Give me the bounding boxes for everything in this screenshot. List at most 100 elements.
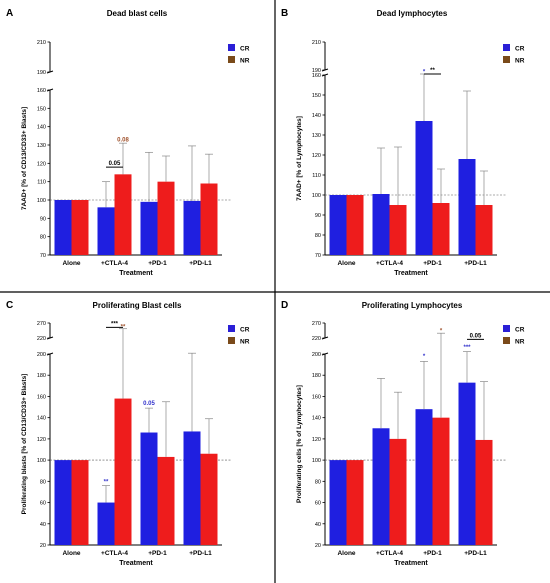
legend-label-nr: NR bbox=[515, 58, 525, 65]
significance-label: * bbox=[440, 329, 443, 335]
y-tick-label: 270 bbox=[37, 321, 46, 327]
y-tick-label: 190 bbox=[312, 68, 321, 74]
y-tick-label: 150 bbox=[37, 106, 46, 112]
y-tick-label: 20 bbox=[315, 543, 321, 549]
x-axis-label: Treatment bbox=[394, 270, 428, 277]
chart-title: Proliferating Blast cells bbox=[93, 301, 182, 310]
y-tick-label: 220 bbox=[37, 336, 46, 342]
legend-label-cr: CR bbox=[240, 327, 250, 334]
y-tick-label: 120 bbox=[312, 437, 321, 443]
significance-label: * bbox=[423, 70, 426, 76]
bar-cr-pd1 bbox=[140, 432, 158, 545]
legend-swatch-nr bbox=[503, 56, 510, 63]
y-tick-label: 100 bbox=[312, 193, 321, 199]
y-tick-label: 140 bbox=[37, 125, 46, 131]
y-tick-label: 80 bbox=[315, 479, 321, 485]
x-tick-label: Alone bbox=[337, 550, 355, 557]
significance-label: * bbox=[423, 354, 426, 360]
bar-cr-alone bbox=[329, 195, 347, 255]
x-tick-label: Alone bbox=[62, 550, 80, 557]
x-tick-label: +PD-1 bbox=[423, 260, 442, 267]
y-axis-label: Proliferating cells [% of Lymphocytes] bbox=[296, 385, 303, 503]
y-tick-label: 220 bbox=[312, 336, 321, 342]
y-axis-label: 7AAD+ [% of CD13/CD33+ Blasts] bbox=[21, 107, 28, 210]
y-tick-label: 90 bbox=[315, 213, 321, 219]
y-tick-label: 20 bbox=[40, 543, 46, 549]
chart-panel-b: B Dead lymphocytes 70 80 90 100 110 120 130 140 15… bbox=[281, 8, 525, 277]
significance-label: 0.05 bbox=[470, 333, 482, 339]
significance-label: ** bbox=[430, 68, 435, 74]
x-tick-label: +PD-1 bbox=[148, 550, 167, 557]
bar-nr-ctla4 bbox=[389, 438, 407, 545]
x-tick-label: +CTLA-4 bbox=[376, 550, 403, 557]
bar-nr-alone bbox=[71, 460, 89, 545]
significance-label: 0.08 bbox=[117, 137, 129, 143]
y-tick-label: 210 bbox=[312, 40, 321, 46]
significance-label: *** bbox=[463, 345, 471, 351]
y-tick-label: 110 bbox=[37, 180, 46, 186]
y-tick-label: 190 bbox=[37, 70, 46, 76]
bar-nr-ctla4 bbox=[114, 398, 132, 545]
panel-letter: A bbox=[6, 8, 13, 19]
x-tick-label: +CTLA-4 bbox=[101, 550, 128, 557]
chart-title: Dead blast cells bbox=[107, 9, 168, 18]
y-axis-label: 7AAD+ [% of Lymphocytes] bbox=[296, 116, 303, 201]
bar-cr-pd1 bbox=[415, 121, 433, 255]
x-tick-label: Alone bbox=[62, 260, 80, 267]
y-tick-label: 40 bbox=[40, 522, 46, 528]
legend-swatch-cr bbox=[228, 44, 235, 51]
y-axis-label: Proliferating blasts [% of CD13/CD33+ Bl… bbox=[21, 374, 28, 515]
legend-label-cr: CR bbox=[515, 46, 525, 53]
y-tick-label: 80 bbox=[315, 233, 321, 239]
x-tick-label: +CTLA-4 bbox=[101, 260, 128, 267]
y-tick-label: 100 bbox=[312, 458, 321, 464]
significance-label: ** bbox=[121, 324, 126, 330]
y-tick-label: 120 bbox=[37, 437, 46, 443]
legend-label-nr: NR bbox=[240, 58, 250, 65]
chart-panel-d: D Proliferating Lymphocytes 20 40 60 80 100 120… bbox=[281, 300, 525, 567]
x-tick-label: +PD-1 bbox=[423, 550, 442, 557]
legend-swatch-nr bbox=[503, 337, 510, 344]
y-tick-label: 80 bbox=[40, 235, 46, 241]
y-tick-label: 270 bbox=[312, 321, 321, 327]
bar-nr-pd1 bbox=[432, 203, 450, 255]
bar-cr-pdl1 bbox=[183, 200, 201, 255]
significance-label: 0.05 bbox=[109, 161, 121, 167]
bar-nr-alone bbox=[346, 195, 364, 255]
y-tick-label: 140 bbox=[312, 416, 321, 422]
bar-cr-ctla4 bbox=[372, 428, 390, 545]
y-tick-label: 110 bbox=[312, 173, 321, 179]
panel-letter: D bbox=[281, 300, 288, 311]
bar-cr-pd1 bbox=[140, 201, 158, 255]
y-tick-label: 140 bbox=[37, 416, 46, 422]
legend-swatch-nr bbox=[228, 56, 235, 63]
x-tick-label: +PD-L1 bbox=[464, 260, 487, 267]
chart-panel-a: A Dead blast cells 70 80 90 100 110 120 130 140 15… bbox=[6, 8, 250, 277]
chart-panel-c: C Proliferating Blast cells 20 40 60 80 100 120… bbox=[6, 300, 250, 567]
legend-swatch-cr bbox=[503, 325, 510, 332]
bar-cr-alone bbox=[329, 460, 347, 545]
bar-nr-ctla4 bbox=[389, 205, 407, 255]
y-tick-label: 60 bbox=[40, 501, 46, 507]
bar-cr-ctla4 bbox=[97, 502, 115, 545]
bar-nr-pdl1 bbox=[200, 183, 218, 255]
bar-nr-pdl1 bbox=[200, 453, 218, 545]
y-tick-label: 160 bbox=[312, 73, 321, 79]
bar-cr-alone bbox=[54, 200, 72, 255]
bar-nr-ctla4 bbox=[114, 174, 132, 255]
y-tick-label: 200 bbox=[37, 352, 46, 358]
y-tick-label: 200 bbox=[312, 352, 321, 358]
y-tick-label: 70 bbox=[315, 253, 321, 259]
y-tick-label: 100 bbox=[37, 458, 46, 464]
panel-letter: C bbox=[6, 300, 13, 311]
y-tick-label: 130 bbox=[312, 133, 321, 139]
y-tick-label: 120 bbox=[312, 153, 321, 159]
significance-label: 0.05 bbox=[143, 401, 155, 407]
bar-cr-pdl1 bbox=[458, 159, 476, 255]
bar-cr-pdl1 bbox=[183, 431, 201, 545]
y-tick-label: 90 bbox=[40, 216, 46, 222]
x-tick-label: +PD-1 bbox=[148, 260, 167, 267]
bar-nr-pdl1 bbox=[475, 205, 493, 255]
chart-title: Proliferating Lymphocytes bbox=[362, 301, 463, 310]
